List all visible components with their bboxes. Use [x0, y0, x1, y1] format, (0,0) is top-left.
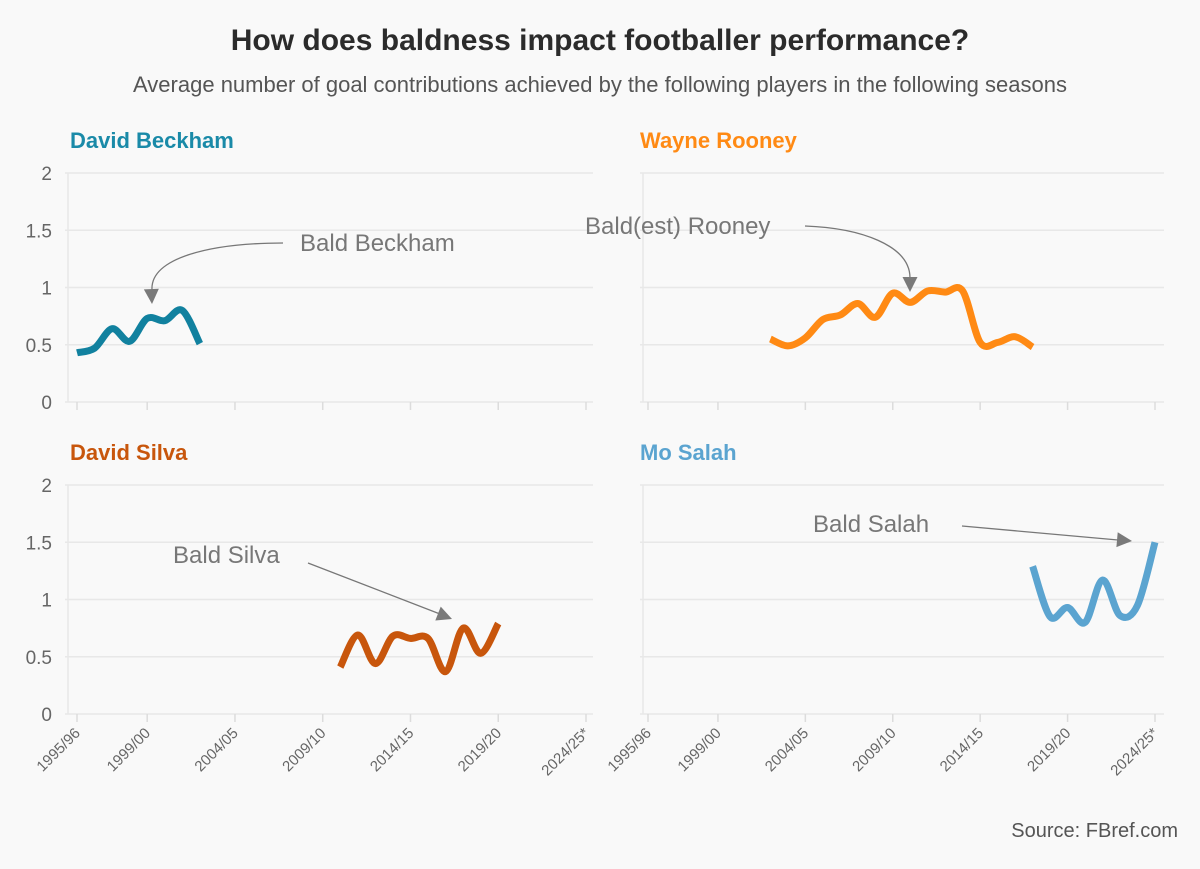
data-point: [959, 287, 966, 294]
x-tick-label: 2019/20: [1024, 725, 1074, 775]
annotation-label: Bald Salah: [813, 511, 929, 538]
data-point: [389, 633, 396, 640]
data-point: [74, 349, 81, 356]
x-tick-label: 2009/10: [279, 725, 329, 775]
data-point: [994, 339, 1001, 346]
panel-title: David Silva: [70, 440, 188, 465]
y-tick-label: 1: [41, 591, 52, 612]
data-point: [1134, 602, 1141, 609]
data-point: [196, 340, 203, 347]
data-point: [1117, 612, 1124, 619]
panel-mo-salah: Mo Salah00.511.521995/961999/002004/0520…: [604, 440, 1164, 780]
data-point: [872, 314, 879, 321]
data-point: [942, 289, 949, 296]
data-point: [977, 339, 984, 346]
data-point: [372, 660, 379, 667]
data-point: [1047, 613, 1054, 620]
x-tick-label: 1995/96: [33, 725, 83, 775]
data-point: [819, 316, 826, 323]
x-tick-label: 2009/10: [849, 725, 899, 775]
data-point: [161, 317, 168, 324]
y-tick-label: 1: [41, 279, 52, 300]
data-point: [91, 345, 98, 352]
y-tick-label: 2: [41, 476, 52, 497]
annotation-arrow: [307, 562, 441, 615]
data-point: [802, 334, 809, 341]
x-tick-label: 1999/00: [104, 725, 154, 775]
panel-david-silva: David Silva 0 0.5 1 1.5 2 1995/96 1999/00 2004/0…: [26, 440, 593, 779]
annotation-arrow: [151, 242, 284, 291]
annotation-arrow: [961, 525, 1119, 541]
y-tick-label: 1.5: [26, 221, 52, 242]
data-point: [837, 311, 844, 318]
annotation-label: Bald(est) Rooney: [585, 213, 770, 240]
arrowhead-icon: [143, 288, 159, 304]
data-point: [495, 620, 502, 627]
y-tick-label: 0: [41, 705, 52, 726]
series-line: [768, 284, 1035, 351]
data-point: [1099, 577, 1106, 584]
x-tick-label: 1995/96: [604, 725, 654, 775]
annotation-label: Bald Silva: [173, 542, 280, 569]
data-point: [1012, 333, 1019, 340]
data-point: [924, 287, 931, 294]
x-tick-label: 2024/25*: [538, 725, 593, 780]
panel-title: Mo Salah: [640, 440, 737, 465]
data-point: [784, 342, 791, 349]
data-point: [407, 635, 414, 642]
data-point: [907, 299, 914, 306]
chart-title: How does baldness impact footballer perf…: [230, 24, 970, 57]
y-tick-label: 2: [41, 164, 52, 185]
x-tick-label: 2024/25*: [1107, 725, 1162, 780]
y-tick-label: 0.5: [26, 336, 52, 357]
source-note: Source: FBref.com: [1011, 820, 1178, 842]
data-point: [442, 668, 449, 675]
data-point: [1029, 344, 1036, 351]
data-point: [109, 325, 116, 332]
data-point: [126, 338, 133, 345]
x-tick-label: 2004/05: [191, 725, 241, 775]
data-point: [854, 300, 861, 307]
data-point: [425, 635, 432, 642]
x-tick-label: 2019/20: [455, 725, 505, 775]
x-tick-label: 2014/15: [937, 725, 987, 775]
series-line: [337, 621, 502, 676]
y-tick-label: 1.5: [26, 533, 52, 554]
x-tick-label: 2014/15: [367, 725, 417, 775]
panel-david-beckham: David Beckham 0 0.5 1 1.5 2 Bald Beckham: [26, 128, 593, 414]
data-point: [1029, 563, 1036, 570]
data-point: [477, 650, 484, 657]
annotation-arrow: [804, 225, 911, 279]
data-point: [337, 664, 344, 671]
y-tick-label: 0.5: [26, 648, 52, 669]
data-point: [460, 625, 467, 632]
data-point: [1064, 604, 1071, 611]
arrowhead-icon: [435, 606, 452, 621]
data-point: [1082, 619, 1089, 626]
data-point: [179, 307, 186, 314]
data-point: [767, 336, 774, 343]
panel-title: Wayne Rooney: [640, 128, 798, 153]
y-tick-label: 0: [41, 393, 52, 414]
data-point: [1152, 539, 1159, 546]
annotation-label: Bald Beckham: [300, 230, 455, 257]
data-point: [354, 631, 361, 638]
data-point: [144, 315, 151, 322]
x-tick-label: 1999/00: [674, 725, 724, 775]
data-point: [889, 290, 896, 297]
chart-subtitle: Average number of goal contributions ach…: [133, 72, 1067, 97]
x-tick-label: 2004/05: [762, 725, 812, 775]
arrowhead-icon: [902, 277, 918, 292]
series-line: [1029, 541, 1159, 627]
arrowhead-icon: [1116, 532, 1132, 548]
panel-title: David Beckham: [70, 128, 234, 153]
series-line: [76, 306, 204, 357]
